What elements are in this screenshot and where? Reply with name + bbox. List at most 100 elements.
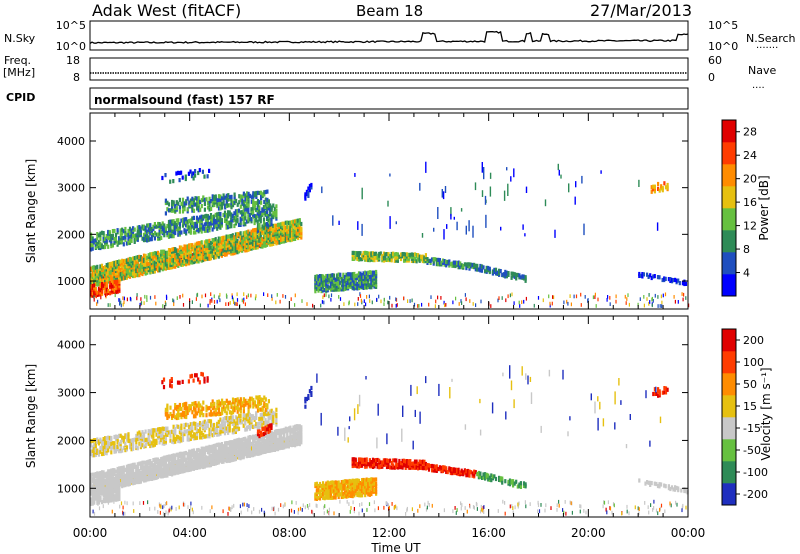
scatter-cell xyxy=(97,272,100,278)
scatter-cell xyxy=(188,243,191,248)
scatter-cell xyxy=(197,459,200,464)
scatter-cell xyxy=(90,266,93,271)
scatter-cell xyxy=(180,245,183,250)
scatter-cell xyxy=(248,240,251,245)
clutter-cell xyxy=(247,293,249,298)
scatter-cell xyxy=(217,222,220,227)
scatter-cell xyxy=(197,170,200,176)
scatter-cell xyxy=(297,231,300,236)
scatter-cell xyxy=(139,470,142,475)
scatter-cell xyxy=(135,260,138,265)
scatter-cell xyxy=(171,202,174,207)
scatter-cell xyxy=(230,453,233,458)
scatter-cell xyxy=(205,213,208,218)
scatter-cell xyxy=(429,258,432,263)
clutter-cell xyxy=(521,300,523,304)
scatter-cell xyxy=(183,219,186,224)
y-tick-label: 4000 xyxy=(57,135,85,148)
scatter-cell xyxy=(127,471,130,476)
scatter-cell xyxy=(135,480,138,485)
scatter-cell xyxy=(139,461,142,466)
scatter-cell xyxy=(252,230,255,235)
scatter-cell xyxy=(147,257,150,262)
scatter-cell xyxy=(364,257,367,262)
scatter-cell xyxy=(256,203,260,208)
scatter-cell xyxy=(247,191,250,196)
scatter-cell xyxy=(276,225,280,230)
scatter-cell xyxy=(357,276,361,281)
scatter-cell xyxy=(146,233,149,239)
clutter-cell xyxy=(395,304,397,308)
scatter-cell xyxy=(108,275,111,280)
scatter-cell xyxy=(227,203,230,208)
scatter-cell xyxy=(114,474,118,479)
scatter-cell xyxy=(348,276,351,281)
scatter-cell xyxy=(323,288,326,293)
scatter-cell xyxy=(216,246,219,251)
scatter-cell xyxy=(178,261,181,266)
counts-tick-low-left: 10^0 xyxy=(56,40,86,53)
scatter-cell xyxy=(393,252,396,257)
scatter-cell xyxy=(105,269,108,274)
scatter-cell xyxy=(211,227,214,232)
scatter-cell xyxy=(122,236,125,241)
scatter-cell xyxy=(289,238,292,243)
scatter-cell xyxy=(172,262,175,267)
scatter-cell xyxy=(208,456,211,461)
scatter-cell xyxy=(166,257,169,262)
scatter-cell xyxy=(93,238,96,243)
scatter-cell xyxy=(177,232,180,237)
scatter-cell xyxy=(396,252,399,257)
scatter-cell xyxy=(141,474,144,479)
scatter-cell xyxy=(132,233,135,238)
scatter-cell xyxy=(364,281,367,286)
scatter-cell xyxy=(158,459,161,464)
scatter-cell xyxy=(221,201,224,206)
scatter-cell xyxy=(208,256,211,261)
scatter-cell xyxy=(239,234,242,239)
scatter-cell xyxy=(171,229,174,234)
scatter-cell xyxy=(275,241,278,246)
scatter-cell xyxy=(345,282,348,287)
scatter-cell xyxy=(236,217,239,222)
scatter-cell xyxy=(113,260,116,265)
scatter-cell xyxy=(290,231,294,236)
scatter-cell xyxy=(267,206,270,211)
scatter-cell xyxy=(227,245,230,250)
scatter-cell xyxy=(287,225,290,230)
scatter-cell xyxy=(223,213,227,218)
scatter-cell xyxy=(320,282,323,288)
scatter-cell xyxy=(213,255,216,260)
scatter-cell xyxy=(124,233,127,238)
scatter-cell xyxy=(188,225,191,230)
scatter-cell xyxy=(656,275,660,280)
clutter-cell xyxy=(218,295,220,300)
scatter-cell xyxy=(214,255,217,260)
scatter-cell xyxy=(90,243,93,248)
scatter-cell xyxy=(404,254,407,259)
clutter-cell xyxy=(149,295,152,300)
scatter-cell xyxy=(365,283,368,288)
scatter-cell xyxy=(259,242,262,247)
clutter-cell xyxy=(236,292,238,297)
scatter-cell xyxy=(136,467,139,472)
scatter-cell xyxy=(146,258,149,263)
colorbar-segment xyxy=(722,186,736,209)
scatter-cell xyxy=(206,250,209,255)
scatter-cell xyxy=(124,475,127,481)
clutter-cell xyxy=(657,295,659,299)
scatter-cell xyxy=(111,267,114,272)
scatter-cell xyxy=(638,271,641,277)
scatter-cell xyxy=(96,274,99,279)
scatter-cell xyxy=(253,218,256,223)
scatter-cell xyxy=(227,452,230,457)
scatter-cell xyxy=(99,286,102,291)
scatter-cell xyxy=(158,461,161,466)
scatter-cell xyxy=(244,243,247,248)
scatter-streak xyxy=(450,213,452,220)
scatter-cell xyxy=(118,280,121,285)
scatter-cell xyxy=(135,268,138,274)
clutter-cell xyxy=(93,295,95,300)
clutter-cell xyxy=(199,303,201,308)
clutter-cell xyxy=(162,304,164,308)
